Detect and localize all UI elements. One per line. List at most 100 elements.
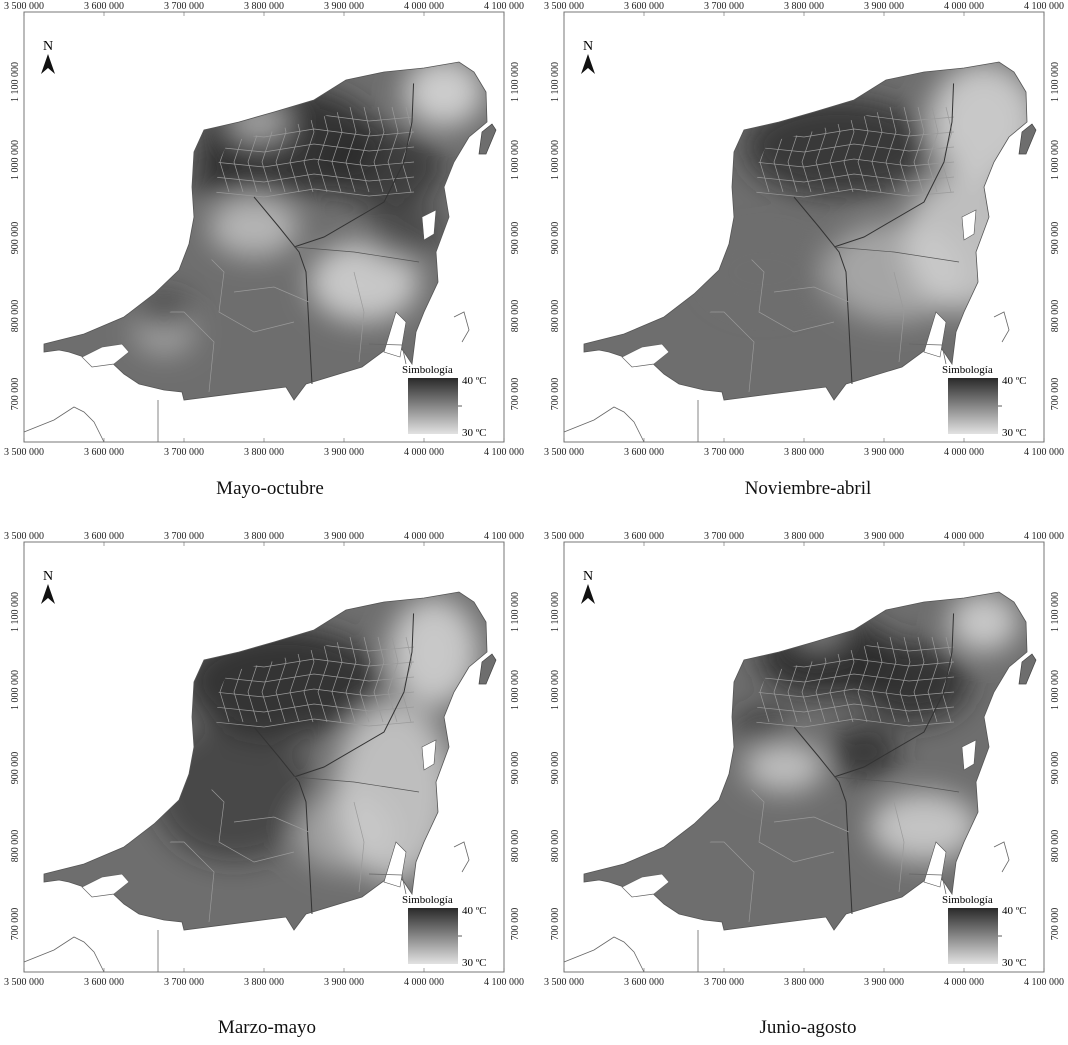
map-panel-nov-apr: 3 500 000 3 500 000 3 600 000 3 600 000 3 70… <box>540 0 1068 510</box>
legend-color-ramp <box>408 378 458 434</box>
bay <box>421 209 437 241</box>
temperature-surface <box>44 62 487 400</box>
x-tick-label-top: 3 800 000 <box>244 1 284 12</box>
x-tick-label-bottom: 3 600 000 <box>624 977 664 988</box>
x-tick-label-bottom: 3 900 000 <box>864 977 904 988</box>
y-tick-label-left: 700 000 <box>550 908 561 941</box>
x-tick-label-top: 4 100 000 <box>1024 531 1064 542</box>
north-label: N <box>583 39 593 54</box>
bay <box>923 841 947 888</box>
x-tick-label-bottom: 3 700 000 <box>164 447 204 458</box>
y-tick-label-right: 700 000 <box>510 908 521 941</box>
y-tick-label-right: 1 000 000 <box>510 670 521 710</box>
x-tick-label-top: 3 700 000 <box>704 531 744 542</box>
y-tick-label-left: 1 100 000 <box>10 62 21 102</box>
bay <box>961 739 977 771</box>
x-tick-label-top: 3 700 000 <box>164 1 204 12</box>
x-tick-label-bottom: 3 500 000 <box>544 447 584 458</box>
x-tick-label-bottom: 4 100 000 <box>484 447 524 458</box>
x-tick-label-bottom: 4 000 000 <box>404 977 444 988</box>
north-arrow-icon <box>41 584 55 604</box>
x-tick-label-bottom: 3 800 000 <box>244 447 284 458</box>
y-tick-label-right: 900 000 <box>1050 222 1061 255</box>
map-caption: Noviembre-abril <box>744 478 872 499</box>
y-tick-label-right: 700 000 <box>1050 378 1061 411</box>
x-tick-label-bottom: 3 700 000 <box>704 977 744 988</box>
y-tick-label-right: 700 000 <box>1050 908 1061 941</box>
legend-min-label: 30 ºC <box>1002 957 1027 969</box>
map-caption: Junio-agosto <box>759 1017 857 1038</box>
x-tick-label-top: 4 000 000 <box>944 531 984 542</box>
x-tick-label-top: 3 800 000 <box>784 531 824 542</box>
y-tick-label-left: 700 000 <box>10 378 21 411</box>
x-tick-label-bottom: 4 000 000 <box>404 447 444 458</box>
x-tick-label-top: 3 900 000 <box>324 1 364 12</box>
x-tick-label-top: 4 000 000 <box>404 531 444 542</box>
y-tick-label-right: 1 100 000 <box>1050 592 1061 632</box>
x-tick-label-top: 3 900 000 <box>864 1 904 12</box>
country-border <box>563 311 1010 443</box>
y-tick-label-right: 900 000 <box>1050 752 1061 785</box>
island <box>1018 123 1037 155</box>
y-tick-label-right: 900 000 <box>510 222 521 255</box>
legend-title: Simbología <box>942 894 993 906</box>
y-tick-label-left: 1 100 000 <box>550 62 561 102</box>
coastline <box>43 61 488 401</box>
country-border <box>23 311 470 443</box>
y-tick-label-left: 800 000 <box>10 300 21 333</box>
island <box>1018 653 1037 685</box>
x-tick-label-top: 4 100 000 <box>484 531 524 542</box>
x-tick-label-bottom: 4 100 000 <box>1024 447 1064 458</box>
map-caption: Marzo-mayo <box>217 1017 317 1038</box>
north-label: N <box>583 569 593 584</box>
x-tick-label-top: 3 800 000 <box>784 1 824 12</box>
y-tick-label-left: 1 100 000 <box>10 592 21 632</box>
y-tick-label-right: 900 000 <box>510 752 521 785</box>
y-tick-label-left: 900 000 <box>10 752 21 785</box>
y-tick-label-left: 800 000 <box>10 830 21 863</box>
y-tick-label-right: 800 000 <box>1050 830 1061 863</box>
y-tick-label-right: 1 100 000 <box>1050 62 1061 102</box>
legend-max-label: 40 ºC <box>462 375 487 387</box>
y-tick-label-right: 1 000 000 <box>1050 670 1061 710</box>
legend-max-label: 40 ºC <box>1002 375 1027 387</box>
x-tick-label-top: 3 600 000 <box>624 1 664 12</box>
x-tick-label-top: 3 600 000 <box>624 531 664 542</box>
x-tick-label-bottom: 3 500 000 <box>4 977 44 988</box>
x-tick-label-top: 3 800 000 <box>244 531 284 542</box>
x-tick-label-top: 3 500 000 <box>544 531 584 542</box>
bay <box>383 311 407 358</box>
x-tick-label-bottom: 3 600 000 <box>624 447 664 458</box>
x-tick-label-bottom: 3 500 000 <box>4 447 44 458</box>
x-tick-label-top: 3 500 000 <box>544 1 584 12</box>
coastline <box>43 591 488 931</box>
x-tick-label-top: 4 100 000 <box>484 1 524 12</box>
y-tick-label-left: 700 000 <box>550 378 561 411</box>
coastline <box>583 61 1028 401</box>
map-svg: 3 500 000 3 500 000 3 600 000 3 600 000 3 70… <box>544 1 1064 458</box>
y-tick-label-right: 1 100 000 <box>510 592 521 632</box>
x-tick-label-bottom: 4 000 000 <box>944 977 984 988</box>
legend-color-ramp <box>948 908 998 964</box>
north-arrow-icon <box>581 54 595 74</box>
island <box>478 653 497 685</box>
y-tick-label-left: 800 000 <box>550 300 561 333</box>
x-tick-label-bottom: 3 600 000 <box>84 977 124 988</box>
north-label: N <box>43 39 53 54</box>
x-tick-label-top: 4 000 000 <box>944 1 984 12</box>
map-svg: 3 500 000 3 500 000 3 600 000 3 600 000 3 70… <box>4 1 524 458</box>
map-svg: 3 500 000 3 500 000 3 600 000 3 600 000 3 70… <box>4 531 524 988</box>
map-caption: Mayo-octubre <box>216 478 324 499</box>
x-tick-label-top: 3 500 000 <box>4 1 44 12</box>
legend-color-ramp <box>948 378 998 434</box>
island <box>478 123 497 155</box>
legend-max-label: 40 ºC <box>462 905 487 917</box>
legend-min-label: 30 ºC <box>462 427 487 439</box>
north-arrow-icon <box>581 584 595 604</box>
x-tick-label-top: 3 700 000 <box>164 531 204 542</box>
y-tick-label-left: 700 000 <box>10 908 21 941</box>
x-tick-label-top: 4 100 000 <box>1024 1 1064 12</box>
map-panel-mar-may: 3 500 000 3 500 000 3 600 000 3 600 000 3 70… <box>0 530 530 1045</box>
y-tick-label-left: 800 000 <box>550 830 561 863</box>
map-svg: 3 500 000 3 500 000 3 600 000 3 600 000 3 70… <box>544 531 1064 988</box>
